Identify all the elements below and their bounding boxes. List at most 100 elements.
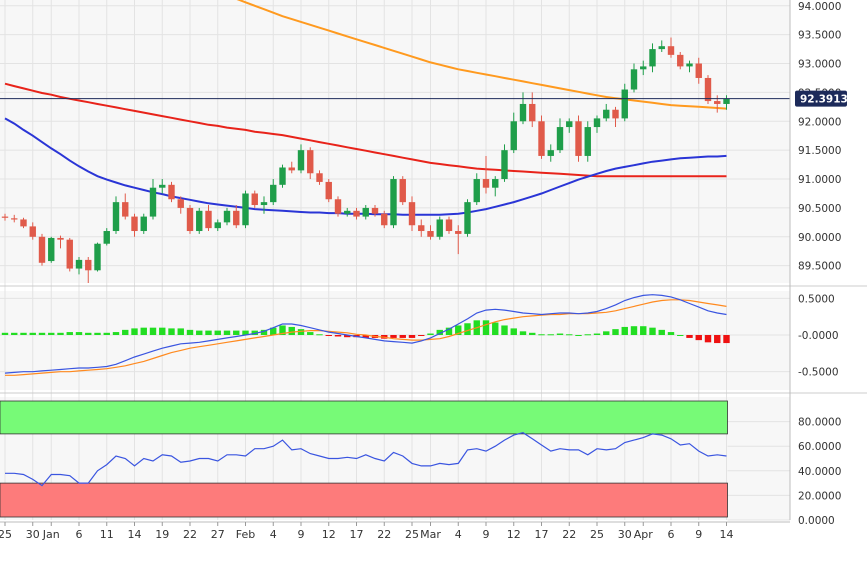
macd-hist-bar bbox=[260, 329, 268, 335]
candle bbox=[75, 257, 83, 275]
candle bbox=[630, 63, 638, 93]
x-tick-label: 14 bbox=[720, 528, 734, 541]
candle-body bbox=[482, 179, 490, 188]
candle-body bbox=[399, 179, 406, 203]
macd-hist-bar bbox=[510, 328, 517, 335]
macd-hist-bar bbox=[251, 330, 258, 335]
candle bbox=[695, 57, 702, 84]
macd-signal-line bbox=[5, 299, 727, 376]
candle-body bbox=[593, 118, 601, 128]
macd-hist-bar bbox=[695, 335, 702, 341]
macd-hist-bar bbox=[288, 326, 295, 335]
macd-hist-bar bbox=[57, 332, 64, 335]
macd-hist-bar bbox=[205, 330, 212, 335]
candle bbox=[667, 37, 675, 58]
candle-body bbox=[140, 216, 147, 232]
macd-hist-bar bbox=[436, 329, 443, 335]
x-tick-label: 14 bbox=[128, 528, 142, 541]
candle bbox=[390, 176, 397, 229]
candle-body bbox=[149, 187, 157, 217]
candle-body bbox=[307, 150, 314, 174]
candle bbox=[556, 118, 564, 154]
candle-body bbox=[445, 219, 453, 232]
candle bbox=[399, 176, 406, 206]
x-tick-label: 12 bbox=[322, 528, 336, 541]
candle-body bbox=[547, 150, 554, 156]
macd-hist-bar bbox=[233, 330, 240, 335]
candle bbox=[140, 213, 147, 234]
candle-body bbox=[371, 207, 379, 214]
macd-hist-bar bbox=[94, 332, 101, 335]
macd-hist-bar bbox=[492, 322, 499, 335]
candle-body bbox=[260, 202, 268, 206]
macd-hist-bar bbox=[307, 332, 314, 335]
candle-body bbox=[205, 210, 212, 229]
macd-tick-label: -0.5000 bbox=[798, 367, 839, 379]
macd-hist-bar bbox=[177, 328, 184, 335]
macd-hist-bar bbox=[566, 334, 573, 336]
candle bbox=[436, 216, 443, 240]
candle-body bbox=[529, 103, 536, 122]
candle bbox=[233, 205, 240, 229]
macd-hist-bar bbox=[297, 329, 305, 335]
macd-hist-bar bbox=[658, 329, 665, 335]
rsi-tick-label: 20.0000 bbox=[798, 490, 841, 502]
candle bbox=[575, 115, 582, 162]
candle bbox=[11, 214, 18, 223]
macd-hist-bar bbox=[334, 335, 342, 337]
candle-body bbox=[686, 63, 693, 67]
macd-hist-bar bbox=[214, 330, 221, 335]
rsi-tick-label: 60.0000 bbox=[798, 441, 841, 453]
candle-body bbox=[464, 202, 471, 234]
candle bbox=[612, 106, 619, 128]
candle-body bbox=[436, 219, 443, 237]
price-tick-label: 92.0000 bbox=[798, 116, 841, 128]
candle-body bbox=[334, 199, 342, 214]
candle-body bbox=[288, 167, 295, 171]
candle-body bbox=[233, 210, 240, 226]
price-tick-label: 94.0000 bbox=[798, 1, 841, 13]
x-tick-label: 9 bbox=[695, 528, 702, 541]
candle-body bbox=[66, 239, 73, 269]
candle bbox=[529, 92, 536, 128]
candle bbox=[603, 103, 610, 122]
candle bbox=[344, 207, 351, 217]
macd-tick-label: 0.5000 bbox=[798, 293, 835, 305]
candle bbox=[445, 216, 453, 234]
candle bbox=[677, 51, 684, 70]
candle-body bbox=[177, 199, 184, 208]
x-tick-label: 12 bbox=[507, 528, 521, 541]
x-tick-label: 25 bbox=[590, 528, 604, 541]
macd-hist-bar bbox=[85, 332, 92, 335]
candle-body bbox=[723, 98, 730, 104]
x-tick-label: 19 bbox=[155, 528, 169, 541]
price-tick-label: 93.5000 bbox=[798, 30, 841, 42]
macd-hist-bar bbox=[556, 333, 564, 335]
candle bbox=[704, 75, 712, 104]
macd-hist-bar bbox=[501, 325, 508, 335]
candle-body bbox=[344, 210, 351, 214]
candle-body bbox=[501, 150, 508, 180]
candle bbox=[492, 176, 499, 197]
candle-body bbox=[704, 77, 712, 102]
candle bbox=[186, 205, 194, 234]
macd-hist-bar bbox=[131, 328, 138, 335]
macd-hist-bar bbox=[547, 334, 554, 336]
candle bbox=[214, 219, 221, 232]
candle bbox=[38, 233, 46, 266]
x-tick-label: Apr bbox=[634, 528, 654, 541]
candle bbox=[686, 60, 693, 73]
candle-body bbox=[353, 210, 360, 217]
candle-body bbox=[473, 179, 480, 203]
candle-body bbox=[677, 54, 684, 67]
candle-body bbox=[279, 167, 286, 185]
candle bbox=[325, 179, 332, 203]
candle bbox=[279, 164, 286, 188]
candle-body bbox=[621, 89, 628, 119]
last-price-label: 92.3913 bbox=[800, 94, 848, 106]
candle bbox=[307, 147, 314, 180]
candle bbox=[242, 190, 249, 229]
macd-hist-bar bbox=[223, 330, 231, 335]
candle bbox=[381, 210, 388, 229]
